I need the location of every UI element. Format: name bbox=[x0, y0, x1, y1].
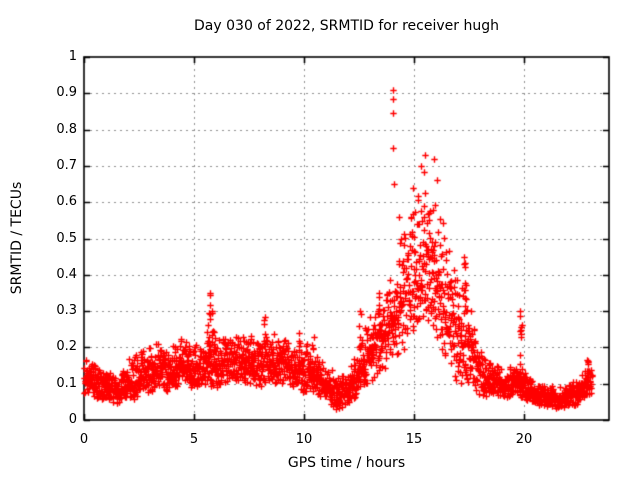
x-tick-label: 10 bbox=[295, 432, 313, 447]
y-tick-label: 0.5 bbox=[56, 230, 77, 246]
y-tick-label: 0.3 bbox=[56, 303, 77, 319]
chart-title: Day 030 of 2022, SRMTID for receiver hug… bbox=[194, 18, 499, 34]
x-tick-label: 0 bbox=[79, 432, 89, 447]
y-tick-label: 0.1 bbox=[56, 375, 77, 391]
x-axis-label: GPS time / hours bbox=[287, 455, 406, 471]
y-tick-label: 0.6 bbox=[56, 194, 77, 210]
x-tick-label: 20 bbox=[515, 432, 533, 447]
y-tick-label: 1 bbox=[68, 49, 77, 64]
y-tick-label: 0.7 bbox=[56, 157, 77, 173]
y-tick-label: 0.8 bbox=[56, 121, 77, 137]
y-tick-label: 0 bbox=[68, 412, 77, 427]
x-tick-label: 15 bbox=[405, 432, 423, 447]
y-tick-label: 0.2 bbox=[56, 339, 77, 355]
y-axis-label: SRMTID / TECUs bbox=[9, 181, 25, 295]
x-tick-label: 5 bbox=[189, 432, 199, 447]
y-tick-label: 0.9 bbox=[56, 85, 77, 101]
y-tick-label: 0.4 bbox=[56, 266, 77, 282]
